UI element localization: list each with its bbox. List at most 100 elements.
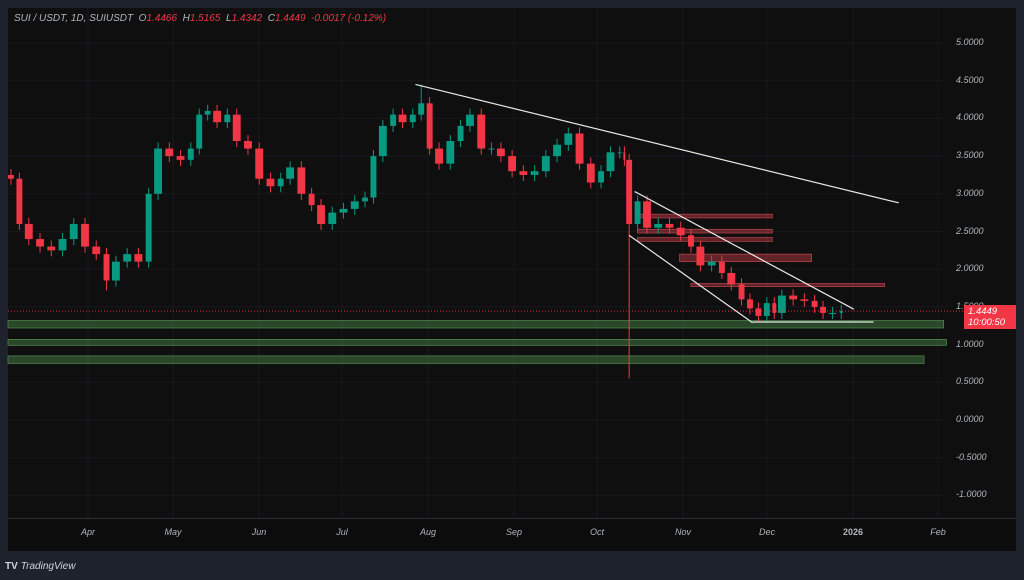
change-value: -0.0017 (-0.12%) [311,13,387,24]
candle-body [339,208,348,213]
candle-body [204,110,211,115]
candle-body [643,201,651,228]
candle-body [317,205,325,224]
candle-body [466,114,474,126]
candle-body [564,133,573,145]
candle-body [111,261,120,281]
candle-body [277,178,284,187]
candle-body [176,156,185,160]
time-tick: Oct [589,527,605,537]
candle-body [286,167,295,179]
candle-body [772,303,777,313]
candle-body [727,272,736,285]
candle-body [165,148,174,157]
candle-body [8,174,14,179]
candle-body [738,284,745,300]
candle-body [598,171,605,183]
candle-body [266,178,275,187]
candle-body [626,159,633,224]
candle-body [69,223,78,240]
candle-body [654,223,663,228]
candle-body [606,152,615,172]
candle-body [36,239,44,247]
candle-body [530,171,539,175]
candle-body [457,125,464,142]
open-value: 1.4466 [146,13,178,24]
candle-body [16,178,23,224]
resistance-zone [690,283,886,287]
candle-body [519,171,528,175]
time-tick: Dec [758,527,776,537]
candle-body [24,223,33,240]
candle-body [488,148,495,150]
time-tick: Jul [336,527,348,537]
time-tick: May [164,527,182,537]
candle-body [224,114,231,123]
price-tick: -1.0000 [956,489,987,500]
tradingview-logo[interactable]: TV TradingView [5,561,75,572]
price-tick: 3.0000 [956,187,984,198]
candle-body [496,148,505,157]
candle-body [707,261,716,266]
close-label: C [267,13,275,24]
candle-body [103,254,110,281]
support-zone [7,320,945,329]
close-value: 1.4449 [274,13,306,24]
candle-body [134,254,143,262]
legend-ohlc: SUI / USDT, 1D, SUIUSDT O1.4466 H1.5165 … [14,13,386,24]
candle-body [617,152,622,154]
candle-body [553,144,562,157]
candle-body [820,306,826,313]
time-tick: Aug [419,527,437,537]
chart-pane[interactable] [8,8,1016,550]
time-tick: Feb [930,527,946,537]
candle-body [297,167,306,194]
candle-body [196,114,203,149]
candle-body [435,148,443,164]
candle-body [370,156,377,198]
candle-body [328,212,337,224]
trendline [634,191,855,310]
resistance-zone [637,213,773,219]
price-tick: 3.5000 [956,150,984,161]
candle-body [634,201,641,224]
candle-body [154,148,162,194]
candle-body [763,303,770,316]
price-tick: 5.0000 [956,37,984,47]
candle-body [123,254,132,262]
high-label: H [182,13,190,24]
last-price: 1.4449 [968,306,998,317]
candle-body [665,223,674,228]
candle-body [755,308,762,316]
time-tick: Apr [80,527,96,537]
price-tick: 0.5000 [956,376,984,387]
candle-body [213,110,221,123]
price-tick: 2.0000 [956,263,984,274]
candle-body [688,235,694,247]
symbol-label[interactable]: SUI / USDT, 1D, SUIUSDT [14,13,134,24]
support-zone [7,355,925,364]
candle-body [244,141,252,149]
candle-body [800,299,809,301]
candle-body [378,125,387,157]
candle-body [398,114,407,123]
time-tick: Sep [505,527,523,537]
tv-logo-icon: TV [5,561,18,572]
candle-body [839,311,843,313]
last-price-tag: 1.4449 10:00:50 [964,305,1016,329]
candle-body [426,103,433,149]
candle-body [187,148,194,160]
candle-body [58,239,67,251]
candle-body [777,295,786,313]
time-tick: 2026 [842,527,864,537]
candle-body [676,227,685,236]
candle-body [350,201,359,209]
low-label: L [226,13,232,24]
time-axis[interactable] [8,518,1016,551]
candle-body [541,156,550,172]
low-value: 1.4342 [231,13,263,24]
high-value: 1.5165 [189,13,221,24]
candle-body [308,193,315,206]
candle-body [586,163,595,183]
